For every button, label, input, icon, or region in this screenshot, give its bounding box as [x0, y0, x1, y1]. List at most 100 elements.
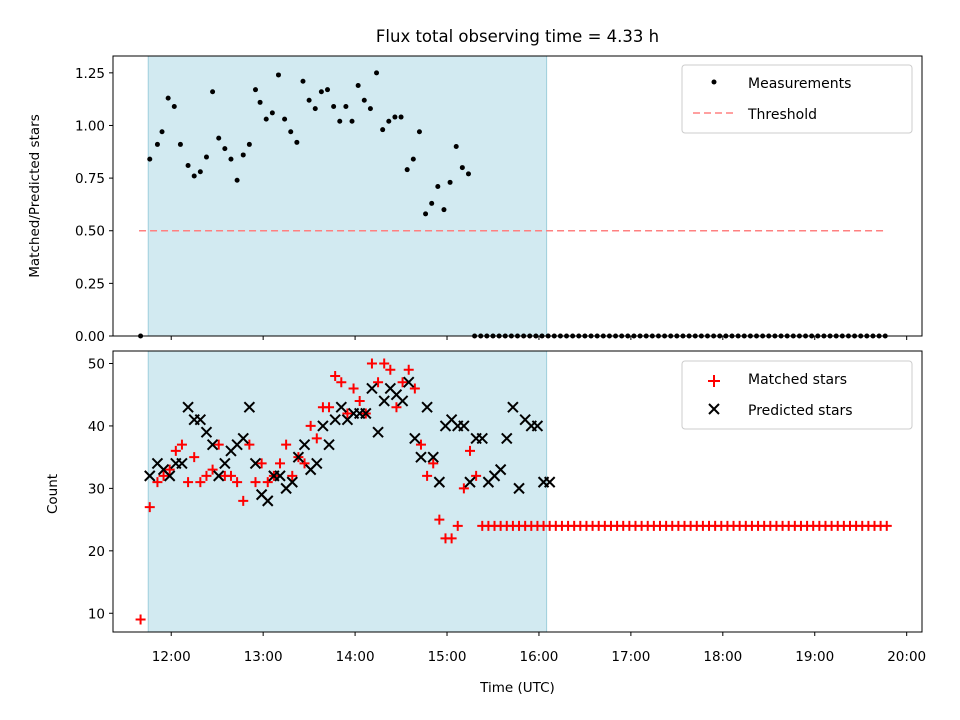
measurement-point [306, 97, 312, 103]
matched-star-point [144, 502, 155, 513]
predicted-star-point [403, 376, 415, 388]
counts-legend-box [681, 360, 913, 430]
legend-matched-marker [708, 375, 720, 387]
matched-star-point [465, 445, 476, 456]
matched-star-point [256, 458, 267, 469]
legend-measurements-label: Measurements [748, 76, 851, 92]
ratio-legend-box [681, 64, 913, 134]
matched-star-point [299, 458, 310, 469]
measurement-point [197, 169, 203, 175]
matched-star-point [201, 470, 212, 481]
measurement-point [191, 173, 197, 179]
predicted-star-point [262, 495, 274, 507]
matched-star-point [330, 370, 341, 381]
matched-star-point [434, 514, 445, 525]
matched-star-point [213, 439, 224, 450]
matched-star-point [195, 477, 206, 488]
counts-y-ticks: 10 20 30 40 50 [88, 356, 113, 622]
matched-star-point [336, 377, 347, 388]
matched-star-point [183, 477, 194, 488]
predicted-star-point [176, 457, 188, 470]
predicted-star-point [543, 476, 556, 488]
counts-x-tick-label: 12:00 [152, 649, 191, 665]
matched-star-point [409, 383, 420, 394]
matched-star-point [342, 408, 353, 419]
predicted-star-point [249, 457, 262, 470]
predicted-star-point [194, 413, 207, 426]
counts-y-tick-label: 30 [88, 481, 105, 497]
predicted-star-point [298, 438, 311, 451]
predicted-star-point [317, 420, 329, 432]
matched-star-point [176, 439, 187, 450]
measurement-point [147, 156, 153, 162]
predicted-star-point [274, 470, 286, 482]
matched-star-point [471, 470, 482, 481]
observing-window-band [147, 350, 548, 633]
matched-star-point [403, 364, 414, 375]
predicted-star-point [237, 432, 249, 445]
measurement-point [234, 177, 240, 183]
ratio-y-tick-label: 0.75 [75, 171, 105, 187]
predicted-star-point [243, 401, 256, 413]
ratio-y-tick-label: 0.25 [75, 276, 105, 292]
measurement-point [294, 139, 300, 145]
measurement-point [257, 99, 263, 105]
counts-y-tick-label: 20 [88, 544, 105, 560]
measurement-point [185, 162, 191, 168]
matched-star-point [275, 458, 286, 469]
measurement-point [240, 152, 246, 158]
counts-y-axis-label: Count [45, 474, 61, 514]
ratio-axes-frame [112, 55, 923, 337]
predicted-star-point [292, 451, 305, 463]
matched-star-point [135, 614, 146, 625]
counts-x-ticks: 12:00 13:00 14:00 15:00 16:00 17:00 18:00 19:00… [152, 632, 926, 665]
matched-star-point [397, 377, 408, 388]
predicted-star-point [513, 482, 525, 495]
counts-x-tick-label: 15:00 [428, 649, 467, 665]
legend-threshold-label: Threshold [747, 107, 817, 123]
matched-star-point [354, 395, 365, 406]
predicted-star-point [182, 401, 194, 413]
predicted-star-point [163, 470, 176, 482]
predicted-star-point [200, 426, 213, 438]
observing-window-band [147, 55, 548, 337]
predicted-star-point [378, 395, 390, 407]
ratio-y-ticks: 0.00 0.25 0.50 0.75 1.00 1.25 [75, 66, 113, 345]
measurement-point [331, 104, 337, 110]
matched-star-point [250, 477, 261, 488]
predicted-star-point [366, 382, 378, 395]
matched-star-point [385, 364, 396, 375]
counts-y-tick-label: 50 [88, 356, 105, 372]
predicted-star-point [494, 463, 507, 476]
matched-star-point [391, 402, 402, 413]
ratio-y-tick-label: 1.25 [75, 66, 105, 82]
counts-x-tick-label: 19:00 [795, 649, 834, 665]
measurement-point [410, 156, 416, 162]
predicted-star-point [144, 470, 156, 482]
measurement-point [441, 207, 447, 213]
legend-measurement-marker [711, 79, 717, 85]
matched-star-point [452, 520, 463, 531]
predicted-star-point [415, 451, 427, 463]
measurement-point [343, 104, 349, 110]
predicted-star-point [507, 401, 519, 413]
predicted-star-point [464, 476, 476, 488]
measurement-point [423, 211, 429, 217]
matched-star-point [373, 377, 384, 388]
counts-y-tick-label: 40 [88, 419, 105, 435]
matched-star-point [415, 439, 426, 450]
legend-predicted-label: Predicted stars [748, 403, 853, 419]
measurement-point [318, 89, 324, 95]
measurement-point [275, 72, 281, 78]
predicted-star-point [396, 395, 409, 407]
ratio-y-tick-label: 0.00 [75, 329, 105, 345]
predicted-star-point [421, 401, 433, 413]
measurement-point [465, 171, 471, 177]
measurement-point [453, 144, 459, 150]
measurement-point [210, 89, 216, 95]
measurement-point [288, 129, 294, 135]
matched-star-point [207, 464, 218, 475]
ratio-legend: Measurements Threshold [681, 64, 913, 134]
measurement-point [263, 116, 269, 122]
matched-star-point [305, 420, 316, 431]
